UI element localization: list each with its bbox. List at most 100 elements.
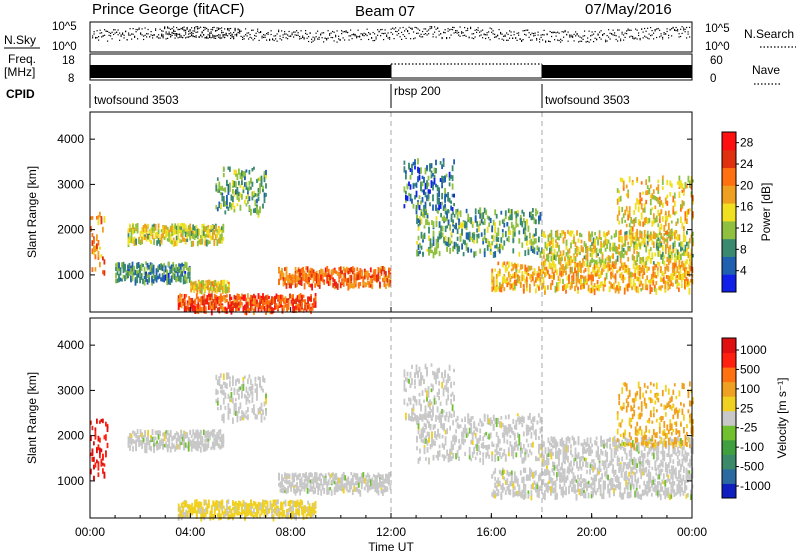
velocity-echo-cell (265, 410, 267, 416)
power-echo-cell (422, 197, 424, 202)
nsky-point (592, 31, 593, 32)
power-echo-cell (165, 274, 167, 280)
power-echo-cell (418, 236, 420, 241)
nsky-point (335, 36, 336, 37)
nsky-point (143, 39, 144, 40)
nsky-point (503, 36, 504, 37)
power-echo-cell (638, 252, 640, 257)
nsky-point (262, 37, 263, 38)
power-echo-cell (461, 243, 463, 249)
nsky-point (191, 32, 192, 33)
power-echo-cell (419, 205, 421, 210)
freq-label: Freq. (8, 52, 36, 66)
nsky-point (385, 29, 386, 30)
velocity-echo-cell (105, 434, 107, 440)
nsky-point (110, 35, 111, 36)
nsky-point (556, 32, 557, 33)
nsky-point (265, 37, 266, 38)
nsky-dots (92, 26, 690, 43)
nsky-point (436, 29, 437, 30)
power-echo-cell (535, 228, 537, 234)
nsky-point (688, 31, 689, 32)
nsky-point (293, 32, 294, 33)
power-echo-cell (671, 255, 673, 258)
nsky-point (115, 33, 116, 34)
power-echo-cell (566, 240, 568, 246)
nsky-point (215, 36, 216, 37)
nsky-point (152, 35, 153, 36)
nsky-point (595, 31, 596, 32)
power-echo-cell (505, 231, 507, 237)
nsky-point (232, 34, 233, 35)
nsky-point (628, 30, 629, 31)
power-echo-cell (620, 257, 622, 263)
nsky-point (451, 29, 452, 30)
power-echo-cell (600, 237, 602, 240)
nsky-point (208, 34, 209, 35)
power-echo-cell (651, 207, 653, 210)
velocity-echo-cell (235, 398, 237, 401)
power-echo-cell (611, 236, 613, 240)
power-echo-cell (503, 287, 505, 291)
power-echo-cell (624, 235, 626, 240)
velocity-echo-cell (102, 419, 104, 424)
power-echo-cell (405, 174, 407, 179)
power-echo-cell (221, 193, 223, 196)
power-echo-cell (129, 224, 131, 229)
power-echo-cell (502, 283, 504, 288)
nsky-point (553, 32, 554, 33)
velocity-echo-cell (98, 472, 100, 477)
nsky-point (574, 34, 575, 35)
nsky-point (220, 35, 221, 36)
power-echo-cell (648, 267, 650, 271)
power-echo-cell (98, 219, 100, 225)
power-echo-cell (445, 236, 447, 242)
power-echo-cell (303, 295, 305, 298)
nsky-point (316, 33, 317, 34)
power-echo-region (115, 261, 191, 285)
power-echo-cell (554, 249, 556, 254)
nsky-point (659, 36, 660, 37)
nsky-point (179, 34, 180, 35)
power-echo-cell (639, 231, 641, 238)
nsky-point (487, 32, 488, 33)
power-echo-region (416, 207, 543, 258)
power-echo-cell (411, 199, 413, 204)
power-echo-cell (428, 227, 430, 234)
velocity-echo-cell (208, 503, 210, 508)
nsky-point (221, 37, 222, 38)
power-echo-cell (538, 287, 540, 291)
power-echo-cell (224, 210, 226, 214)
power-colorbar-tick-label: 24 (740, 157, 754, 171)
power-echo-region (278, 266, 391, 291)
nsky-point (665, 33, 666, 34)
nsky-point (122, 33, 123, 34)
velocity-echo-cell (252, 397, 254, 403)
power-echo-cell (431, 164, 433, 168)
nsky-point (211, 37, 212, 38)
power-echo-cell (564, 256, 566, 260)
nsky-point (197, 28, 198, 29)
nsky-point (445, 29, 446, 30)
nsky-point (374, 40, 375, 41)
power-echo-cell (523, 212, 525, 217)
power-echo-cell (220, 204, 222, 209)
nsky-point (133, 34, 134, 35)
power-echo-cell (186, 239, 188, 242)
nsky-point (155, 30, 156, 31)
power-echo-cell (197, 235, 199, 239)
velocity-echo-cell (256, 415, 258, 420)
nsky-point (101, 32, 102, 33)
power-echo-cell (475, 215, 477, 221)
nsky-point (643, 37, 644, 38)
power-echo-cell (452, 229, 454, 233)
power-echo-cell (633, 210, 635, 215)
nsky-point (326, 39, 327, 40)
nsky-point (212, 36, 213, 37)
power-echo-cell (404, 204, 406, 208)
nsky-point (121, 34, 122, 35)
power-echo-cell (650, 232, 652, 235)
power-echo-cell (405, 191, 407, 195)
power-echo-cell (563, 250, 565, 255)
power-echo-cell (435, 205, 437, 211)
